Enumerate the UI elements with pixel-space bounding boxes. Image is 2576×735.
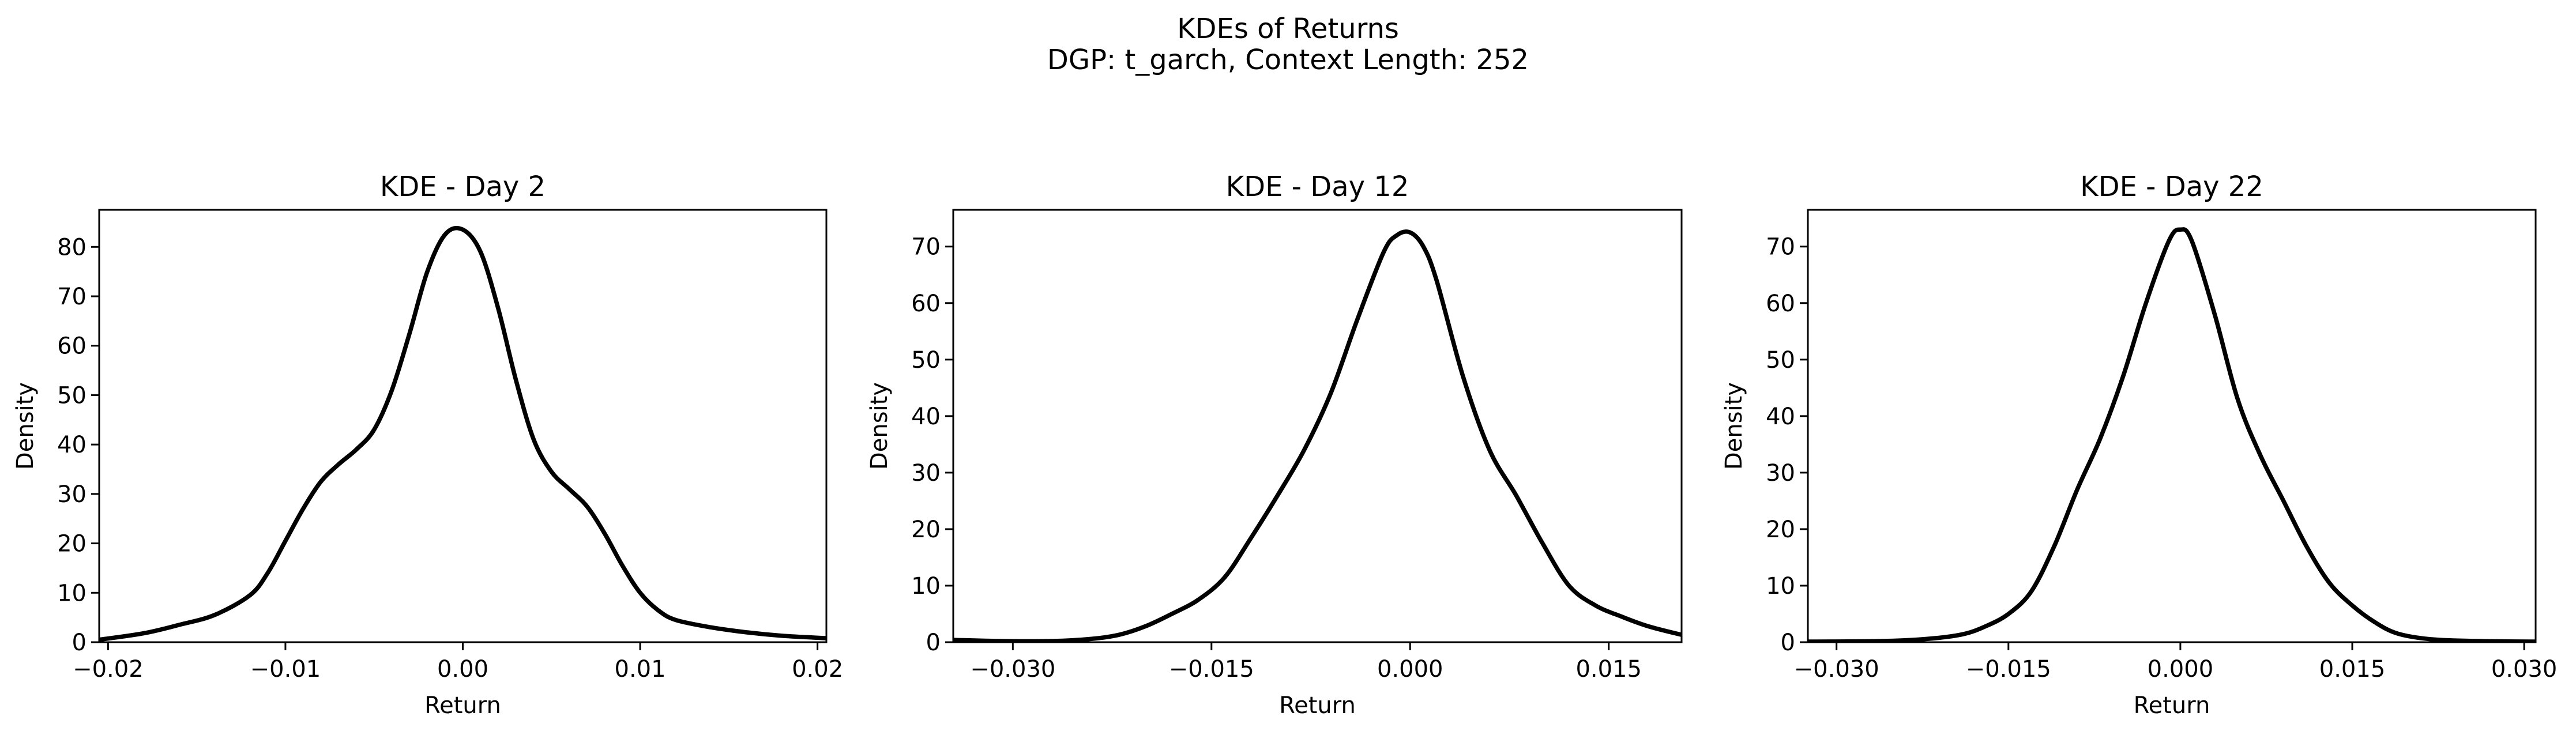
- y-tick-label: 20: [1766, 517, 1795, 543]
- kde-line-2-1: [953, 229, 1682, 642]
- y-tick-label: 80: [57, 234, 87, 261]
- x-tick-label: −0.030: [970, 656, 1055, 683]
- axes-frame: [1807, 209, 2537, 643]
- y-tick-label: 60: [57, 333, 87, 360]
- y-axis-label: Density: [12, 382, 39, 470]
- axes-frame: [98, 209, 828, 643]
- x-tick-label: 0.000: [2148, 656, 2214, 683]
- figure-title: KDEs of Returns: [1177, 13, 1399, 45]
- x-tick-label: −0.015: [1169, 656, 1254, 683]
- y-tick-label: 50: [57, 382, 87, 409]
- y-tick-label: 60: [911, 291, 941, 317]
- x-tick-label: 0.030: [2491, 656, 2558, 683]
- x-tick-label: −0.015: [1966, 656, 2051, 683]
- y-tick-label: 20: [57, 531, 87, 557]
- y-tick-label: 10: [57, 580, 87, 606]
- y-axis-label: Density: [1721, 382, 1747, 470]
- y-tick-label: 70: [911, 234, 941, 261]
- x-tick-label: −0.01: [250, 656, 321, 683]
- y-tick-label: 70: [57, 284, 87, 310]
- subplot-title: KDE - Day 22: [2080, 171, 2263, 203]
- y-tick-label: 0: [1781, 630, 1795, 656]
- y-tick-label: 0: [926, 630, 941, 656]
- y-tick-label: 30: [57, 481, 87, 508]
- y-tick-label: 60: [1766, 291, 1795, 317]
- x-tick-label: 0.00: [437, 656, 488, 683]
- x-tick-label: 0.015: [1575, 656, 1642, 683]
- subplot-title: KDE - Day 2: [380, 171, 546, 203]
- x-tick-label: 0.015: [2319, 656, 2386, 683]
- y-tick-label: 70: [1766, 234, 1795, 261]
- y-tick-label: 50: [1766, 347, 1795, 374]
- x-axis-label: Return: [2134, 692, 2210, 719]
- x-tick-label: 0.02: [792, 656, 843, 683]
- y-tick-label: 30: [1766, 460, 1795, 487]
- subplot-1: −0.02 −0.01 0.00 0.01 0.02 0 10 20 30 40 50 60 70 80 K…: [12, 171, 843, 719]
- x-axis-label: Return: [424, 692, 501, 719]
- y-tick-label: 10: [911, 573, 941, 600]
- x-tick-label: −0.02: [73, 656, 144, 683]
- kde-line-3-1: [1808, 227, 2536, 642]
- y-axis-label: Density: [866, 382, 893, 470]
- y-tick-label: 20: [911, 517, 941, 543]
- subplot-title: KDE - Day 12: [1226, 171, 1409, 203]
- y-tick-label: 40: [911, 404, 941, 430]
- y-tick-label: 0: [72, 630, 87, 656]
- x-tick-label: 0.000: [1377, 656, 1443, 683]
- x-axis-label: Return: [1279, 692, 1356, 719]
- y-tick-label: 50: [911, 347, 941, 374]
- y-tick-label: 40: [1766, 404, 1795, 430]
- subplot-2: −0.030 −0.015 0.000 0.015 0 10 20 30 40 50 60 70 KDE…: [866, 171, 1683, 719]
- y-tick-label: 30: [911, 460, 941, 487]
- x-tick-label: −0.030: [1794, 656, 1879, 683]
- subplot-3: −0.030 −0.015 0.000 0.015 0.030 0 10 20 30 40 50 60…: [1721, 171, 2557, 719]
- figure-subtitle: DGP: t_garch, Context Length: 252: [1047, 44, 1529, 76]
- kde-line-1-1: [99, 225, 826, 642]
- axes-frame: [952, 209, 1683, 643]
- y-tick-label: 10: [1766, 573, 1795, 600]
- x-tick-label: 0.01: [615, 656, 666, 683]
- y-tick-label: 40: [57, 432, 87, 458]
